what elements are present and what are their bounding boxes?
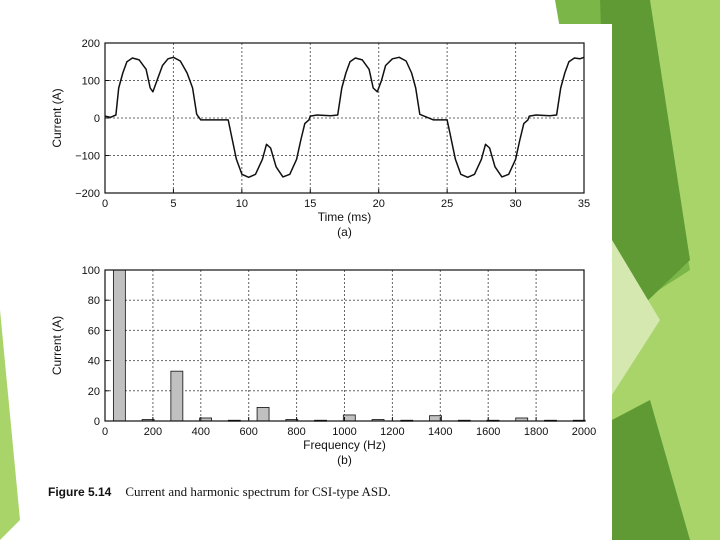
x-tick-label: 400 — [192, 426, 210, 438]
x-tick-label: 30 — [509, 198, 521, 210]
y-tick-label: 100 — [82, 265, 100, 277]
green-shape-dark — [600, 0, 690, 335]
x-tick-label: 2000 — [572, 426, 596, 438]
figure-image: 0 5 10 15 20 25 30 35 200 100 0 −100 −200 Time (ms) (a… — [38, 24, 612, 516]
panel-label: (a) — [337, 225, 352, 239]
x-tick-label: 25 — [441, 198, 453, 210]
harmonic-bar — [112, 269, 126, 422]
panel-label: (b) — [337, 453, 352, 467]
green-shape-bright — [612, 0, 720, 540]
x-tick-label: 20 — [373, 198, 385, 210]
harmonic-bar — [429, 415, 442, 422]
x-tick-label: 0 — [102, 426, 108, 438]
x-tick-label: 35 — [578, 198, 590, 210]
x-tick-label: 1600 — [476, 426, 500, 438]
x-tick-label: 0 — [102, 198, 108, 210]
figure-caption: Figure 5.14 Current and harmonic spectrum… — [48, 484, 391, 500]
current-waveform-chart: 0 5 10 15 20 25 30 35 200 100 0 −100 −200 Time (ms)(a… — [50, 38, 590, 239]
plot-frame — [104, 42, 585, 194]
x-tick-label: 200 — [144, 426, 162, 438]
x-tick-label: 5 — [170, 198, 176, 210]
y-tick-label: 0 — [94, 113, 100, 125]
y-tick-label: 80 — [88, 295, 100, 307]
harmonic-spectrum-chart: 0 200 400 600 800 1000 1200 1400 1600 1800 2000 0 20… — [50, 265, 596, 467]
x-tick-label: 800 — [287, 426, 305, 438]
x-tick-label: 1000 — [332, 426, 356, 438]
x-tick-label: 600 — [240, 426, 258, 438]
y-tick-label: 20 — [88, 386, 100, 398]
y-tick-label: −200 — [75, 188, 100, 200]
figure-number: Figure 5.14 — [48, 485, 112, 499]
y-axis-label: Current (A) — [50, 316, 64, 375]
x-tick-label: 1200 — [380, 426, 404, 438]
green-shape-pale — [612, 240, 660, 395]
harmonic-bar — [170, 370, 184, 422]
harmonic-bar — [342, 414, 356, 422]
green-shape-lower — [612, 400, 690, 540]
y-tick-label: −100 — [75, 151, 100, 163]
y-tick-label: 100 — [82, 76, 100, 88]
caption-text: Current and harmonic spectrum for CSI-ty… — [125, 484, 391, 499]
x-tick-label: 1800 — [524, 426, 548, 438]
current-waveform-line — [104, 56, 585, 179]
x-axis-label: Time (ms) — [318, 210, 372, 224]
y-tick-label: 200 — [82, 38, 100, 50]
x-tick-label: 10 — [236, 198, 248, 210]
x-tick-label: 15 — [304, 198, 316, 210]
y-axis-label: Current (A) — [50, 88, 64, 147]
y-tick-label: 0 — [94, 416, 100, 428]
green-shape-left — [0, 310, 20, 540]
x-axis-label: Frequency (Hz) — [303, 438, 386, 452]
x-tick-label: 1400 — [428, 426, 452, 438]
harmonic-bar — [256, 407, 270, 422]
y-tick-label: 60 — [88, 325, 100, 337]
y-tick-label: 40 — [88, 356, 100, 368]
